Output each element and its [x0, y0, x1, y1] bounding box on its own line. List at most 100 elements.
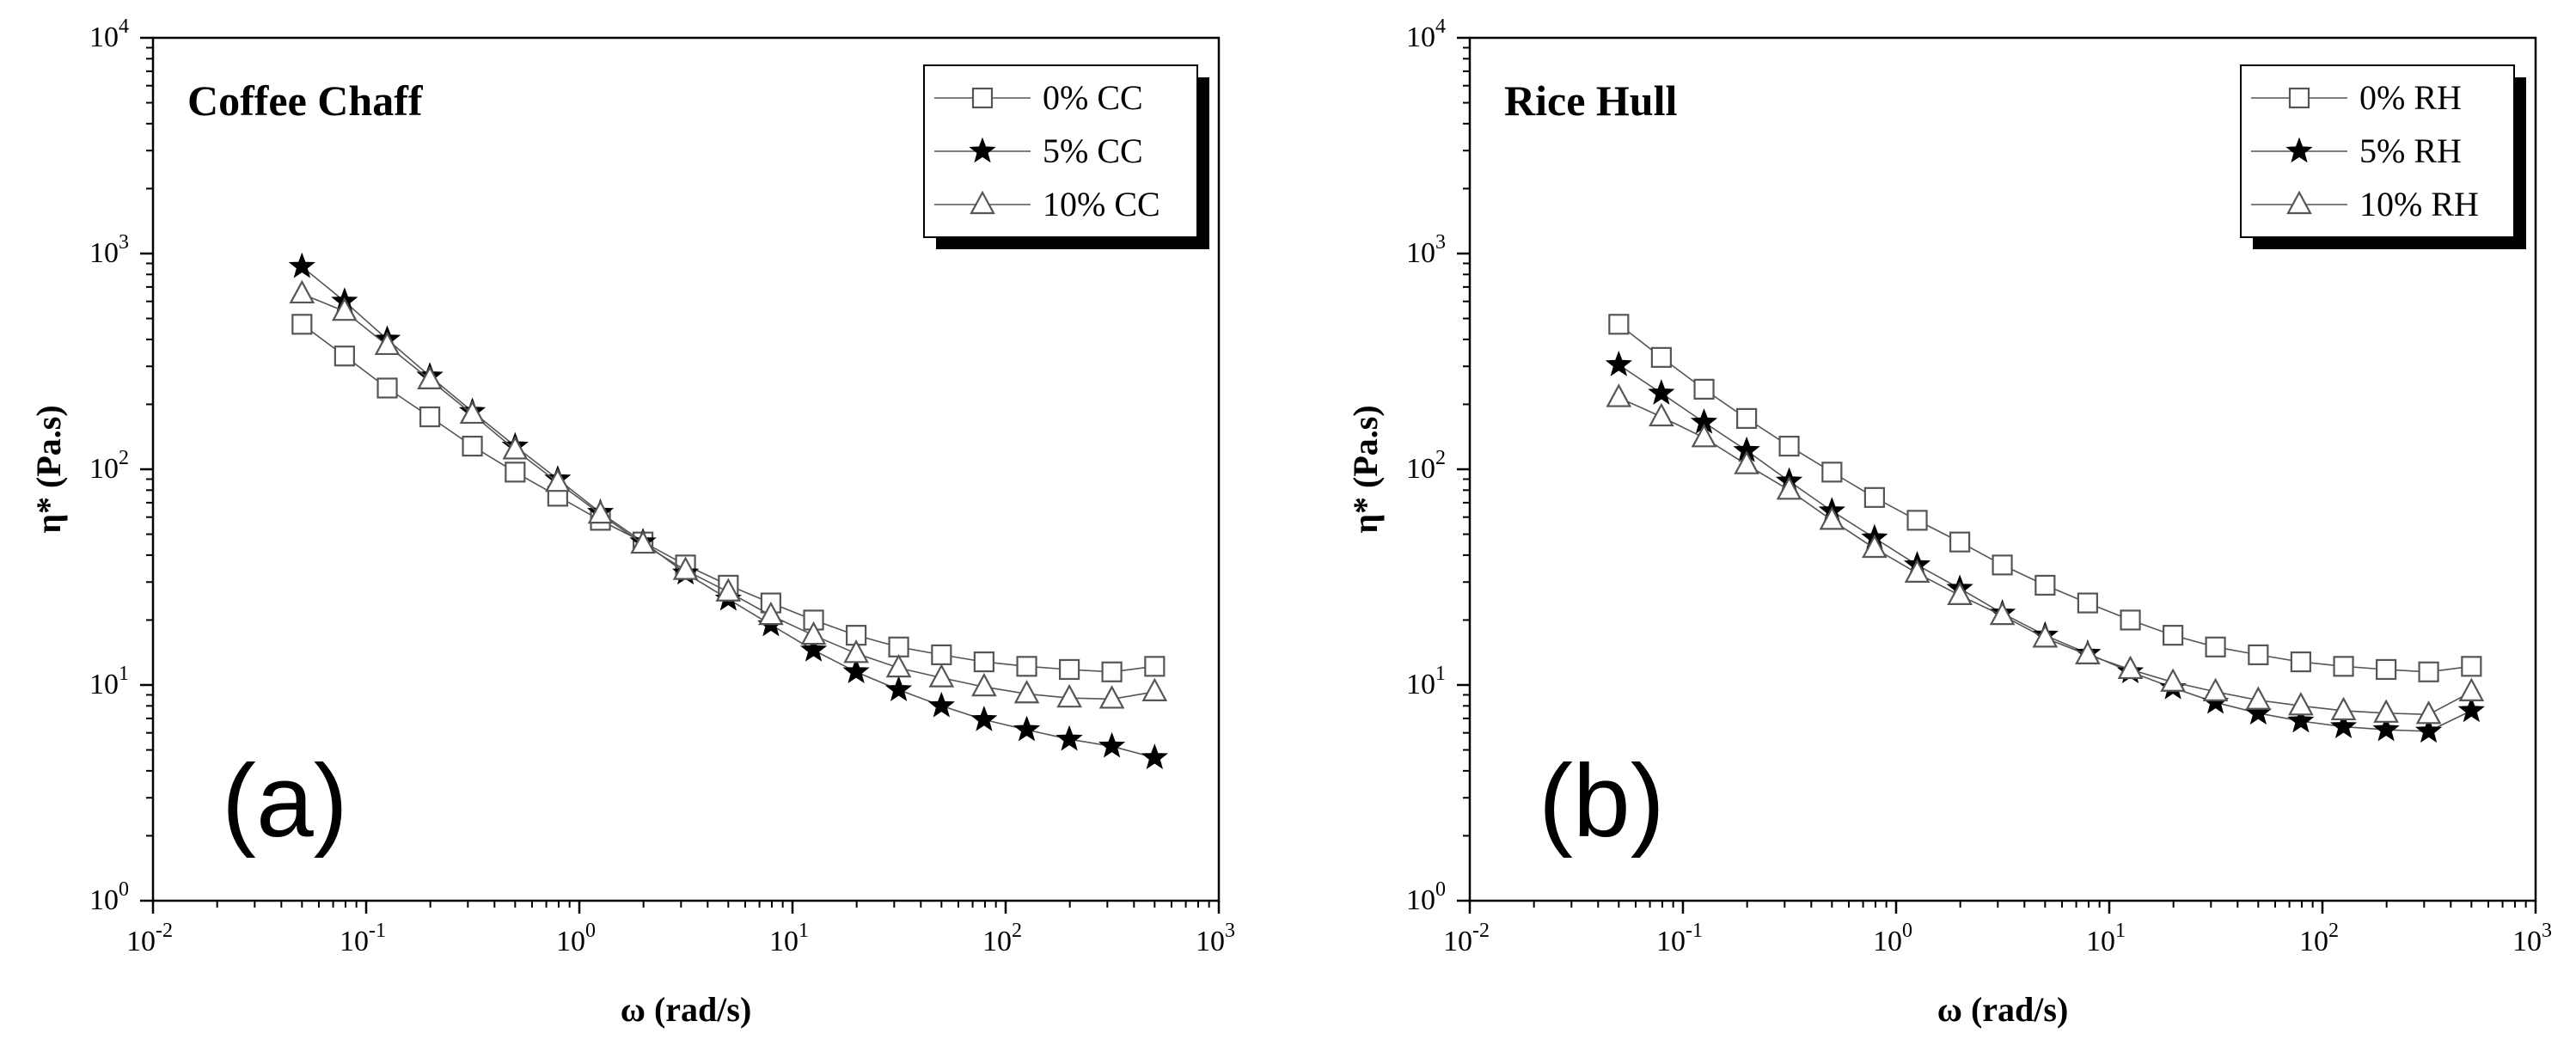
data-point: [2202, 677, 2229, 702]
data-point: [2288, 692, 2314, 716]
data-point: [973, 651, 994, 673]
legend-label: 0% CC: [1043, 78, 1143, 117]
x-tick-label: 10-2: [126, 920, 173, 957]
data-point: [1650, 346, 1672, 368]
x-tick-label: 100: [1873, 920, 1912, 957]
chart-panel-b: 10-2 10-1 100 101 102 103 100 101 102 103 104 ω (ra…: [1346, 15, 2552, 1029]
data-point: [931, 644, 952, 665]
data-point: [1693, 378, 1715, 400]
data-point: [1649, 402, 1674, 427]
data-point: [884, 676, 913, 701]
data-point: [505, 462, 526, 483]
y-tick-label: 104: [1406, 15, 1446, 53]
y-tick-label: 101: [89, 663, 129, 700]
data-point: [333, 345, 355, 367]
legend-label: 0% RH: [2359, 78, 2462, 117]
data-point: [2163, 625, 2184, 646]
data-point: [2034, 574, 2056, 596]
data-point: [1648, 379, 1675, 405]
data-point: [1013, 715, 1041, 742]
data-point: [1862, 534, 1888, 559]
data-point: [2414, 717, 2443, 743]
data-point: [1016, 656, 1037, 677]
y-tick-label: 102: [89, 447, 129, 485]
data-point: [1141, 743, 1168, 769]
data-point: [374, 331, 401, 356]
data-point: [928, 663, 955, 688]
x-axis-title: ω (rad/s): [621, 990, 752, 1029]
data-point: [1904, 559, 1930, 583]
data-point: [1819, 506, 1845, 530]
series-10-cc: [289, 279, 1168, 709]
panel-label: (a): [222, 743, 348, 859]
data-point: [1608, 314, 1630, 335]
data-point: [2329, 712, 2358, 738]
series-5-cc: [288, 252, 1168, 769]
series-0-cc: [291, 314, 1166, 682]
x-tick-label: 103: [1196, 920, 1235, 957]
data-point: [419, 406, 441, 428]
data-point: [1605, 350, 1632, 376]
data-point: [2205, 636, 2226, 657]
data-point: [2032, 624, 2059, 648]
data-point: [502, 436, 529, 460]
data-point: [2075, 640, 2101, 664]
data-point: [843, 639, 869, 663]
data-point: [1144, 656, 1166, 677]
data-point: [462, 435, 483, 457]
chart-panel-a: 10-2 10-1 100 101 102 103 100 101 102 103 104 ω (ra…: [29, 15, 1235, 1029]
data-point: [1949, 531, 1971, 553]
y-axis-title: η* (Pa.s): [29, 405, 68, 533]
data-point: [799, 636, 828, 662]
series-line: [301, 293, 1155, 700]
panel-label: (b): [1539, 743, 1665, 859]
y-tick-label: 100: [89, 878, 129, 916]
data-point: [1906, 510, 1928, 531]
legend-marker: [2286, 190, 2312, 215]
legend: 0% CC 5% CC 10% CC: [923, 64, 1209, 249]
data-point: [630, 529, 656, 554]
y-tick-label: 103: [1406, 231, 1446, 269]
data-point: [971, 672, 997, 697]
y-axis-title: η* (Pa.s): [1346, 405, 1385, 533]
data-point: [2373, 699, 2399, 723]
data-point: [376, 377, 398, 399]
data-point: [1606, 383, 1632, 407]
x-tick-label: 102: [2299, 920, 2339, 957]
x-tick-label: 101: [2086, 920, 2126, 957]
data-point: [2287, 706, 2315, 733]
x-tick-label: 10-1: [340, 920, 386, 957]
data-point: [459, 400, 486, 425]
data-point: [885, 653, 912, 678]
data-point: [2160, 668, 2186, 692]
data-point: [1736, 407, 1758, 429]
data-point: [970, 705, 998, 731]
data-point: [1992, 554, 2013, 576]
legend-marker: [970, 190, 995, 215]
data-point: [1821, 462, 1843, 483]
data-point: [2245, 686, 2272, 710]
legend-label: 10% RH: [2359, 185, 2479, 223]
legend-marker: [971, 87, 994, 109]
data-point: [927, 691, 955, 718]
x-tick-label: 10-2: [1443, 920, 1490, 957]
legend: 0% RH 5% RH 10% RH: [2240, 64, 2526, 249]
y-tick-label: 101: [1406, 663, 1446, 700]
data-point: [1098, 731, 1126, 758]
chart-title: Coffee Chaff: [187, 76, 424, 125]
data-point: [2333, 656, 2354, 677]
data-point: [2415, 700, 2442, 725]
data-point: [1947, 581, 1973, 605]
series-line: [1618, 323, 2472, 673]
data-point: [417, 365, 443, 389]
legend-marker: [2285, 137, 2313, 163]
series-10-rh: [1606, 383, 2485, 725]
data-point: [1101, 661, 1123, 682]
data-point: [1098, 685, 1125, 709]
data-point: [2290, 651, 2311, 673]
x-tick-label: 102: [982, 920, 1022, 957]
x-tick-label: 100: [556, 920, 596, 957]
data-point: [2372, 715, 2400, 742]
data-point: [2461, 656, 2482, 677]
